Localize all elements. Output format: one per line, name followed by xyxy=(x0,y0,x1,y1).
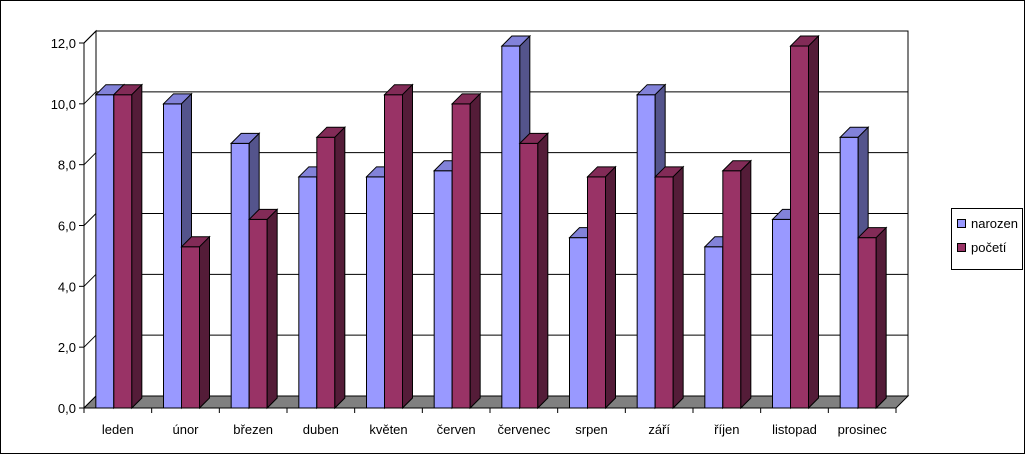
bar-side xyxy=(605,165,616,410)
bar-front xyxy=(95,94,115,409)
bar-početí-srpen xyxy=(586,165,617,410)
x-tick-label: červen xyxy=(437,422,476,437)
bars xyxy=(94,34,888,410)
bar-side xyxy=(537,132,549,410)
bar-front xyxy=(451,103,471,409)
y-tick-label: 2,0 xyxy=(58,340,76,355)
y-tick-label: 4,0 xyxy=(58,279,76,294)
axes xyxy=(79,42,897,413)
bar-početí-květen xyxy=(383,83,414,410)
bar-front xyxy=(790,45,809,409)
x-tick-label: květen xyxy=(369,422,407,437)
bar-side xyxy=(740,159,752,410)
y-tick-label: 12,0 xyxy=(51,36,76,51)
bar-početí-únor xyxy=(180,235,211,410)
x-tick-label: září xyxy=(648,422,670,437)
bar-front xyxy=(230,142,250,409)
bar-početí-září xyxy=(653,165,685,410)
legend-item-narozen: narozen xyxy=(957,215,1018,231)
bar-side xyxy=(266,208,278,410)
x-tick-label: červenec xyxy=(497,422,550,437)
bar-front xyxy=(366,176,385,409)
bar-front xyxy=(248,218,268,409)
bar-front xyxy=(704,246,724,409)
bar-front xyxy=(181,246,200,409)
gridline-side xyxy=(83,273,97,287)
bar-side xyxy=(334,126,346,410)
bar-side xyxy=(469,92,481,410)
x-tick-label: říjen xyxy=(714,422,739,437)
bar-side xyxy=(672,165,684,410)
bar-front xyxy=(587,176,606,409)
bar-side xyxy=(808,34,819,410)
bar-početí-červen xyxy=(450,92,482,410)
bar-front xyxy=(113,94,133,409)
bar-front xyxy=(772,218,791,409)
bar-side xyxy=(199,235,210,410)
bar-front xyxy=(433,170,453,409)
x-tick-label: leden xyxy=(102,422,134,437)
bar-front xyxy=(501,45,521,409)
bar-front xyxy=(722,170,742,409)
bar-side xyxy=(402,83,413,410)
bar-početí-prosinec xyxy=(856,226,888,410)
legend-swatch-poceti xyxy=(957,242,966,252)
x-tick-label: duben xyxy=(303,422,339,437)
y-tick-label: 10,0 xyxy=(51,97,76,112)
bar-početí-duben xyxy=(315,126,347,410)
y-tick-label: 6,0 xyxy=(58,219,76,234)
gridline-side xyxy=(83,334,97,348)
bar-front xyxy=(654,176,674,409)
bar-front xyxy=(857,237,877,409)
bar-front xyxy=(163,103,182,409)
x-tick-label: prosinec xyxy=(838,422,888,437)
bar-front xyxy=(298,176,318,409)
bar-front xyxy=(519,142,539,409)
legend-label-narozen: narozen xyxy=(971,215,1018,231)
bar-početí-červenec xyxy=(518,132,550,410)
legend-swatch-narozen xyxy=(957,218,966,228)
bar-početí-listopad xyxy=(789,34,820,410)
y-tick-label: 8,0 xyxy=(58,158,76,173)
bar-front xyxy=(839,136,859,409)
gridline-side xyxy=(83,91,97,105)
legend-label-poceti: početí xyxy=(971,239,1007,255)
bar-front xyxy=(384,94,403,409)
axis-labels: 0,0 2,0 4,0 6,0 8,0 10,0 12,0 leden únor březen du… xyxy=(51,36,888,437)
x-tick-label: srpen xyxy=(575,422,608,437)
legend-item-poceti: početí xyxy=(957,239,1006,255)
x-tick-label: únor xyxy=(172,422,199,437)
legend: narozen početí xyxy=(951,208,1023,270)
gridline-side xyxy=(83,213,97,226)
y-tick-label: 0,0 xyxy=(58,401,76,416)
gridline-side xyxy=(83,30,97,44)
bar-front xyxy=(636,94,656,409)
x-tick-label: březen xyxy=(233,422,273,437)
bar-side xyxy=(875,226,887,410)
bar-front xyxy=(569,237,588,409)
x-tick-label: listopad xyxy=(772,422,817,437)
gridline-side xyxy=(83,152,97,166)
bar-side xyxy=(131,83,143,410)
bar-početí-říjen xyxy=(721,159,753,410)
bar-početí-březen xyxy=(247,208,279,410)
bar-početí-leden xyxy=(112,83,144,410)
bar-front xyxy=(316,136,336,409)
